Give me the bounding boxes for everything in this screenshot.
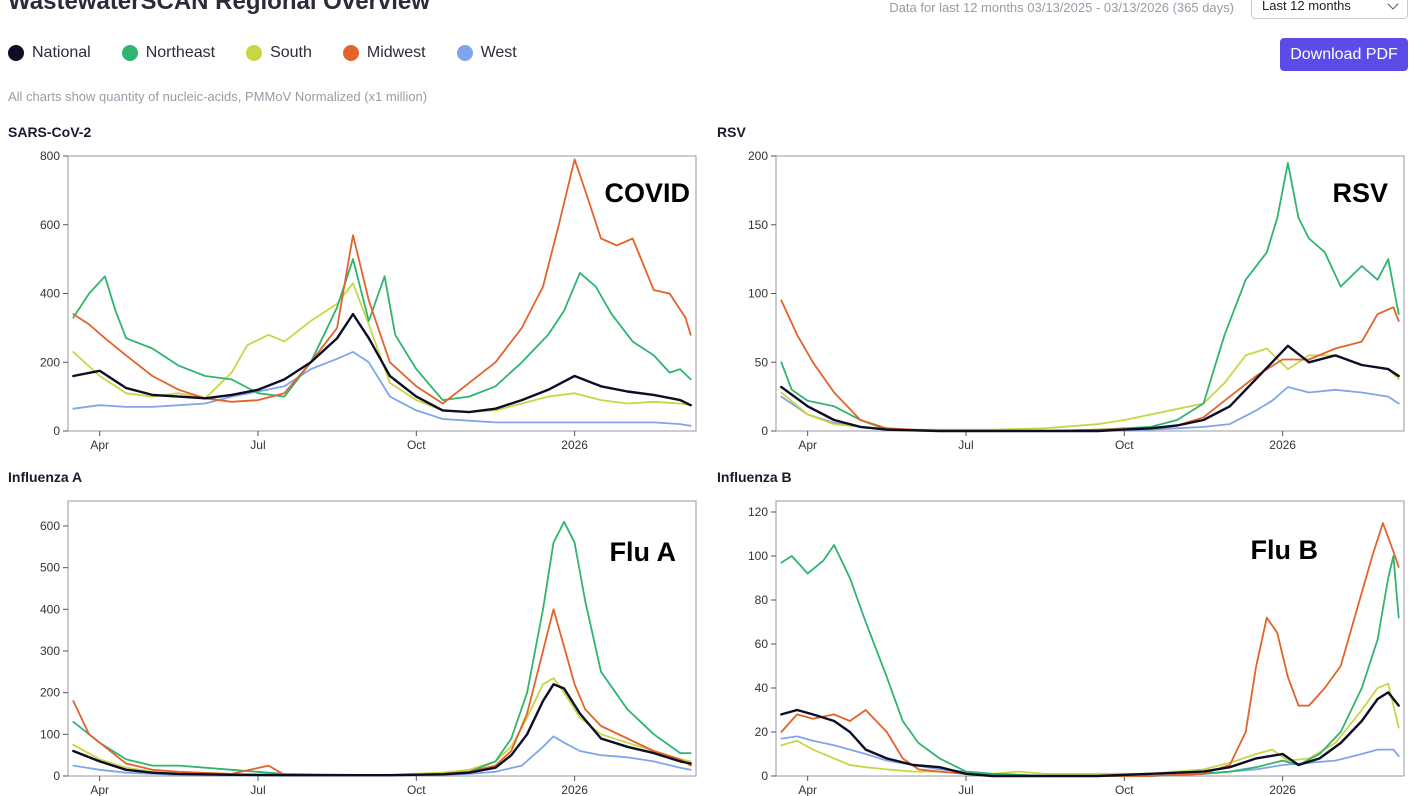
y-tick-label: 120: [748, 505, 768, 519]
x-tick-label: Oct: [407, 783, 426, 796]
y-tick-label: 200: [748, 149, 768, 163]
y-tick-label: 0: [53, 424, 60, 438]
x-tick-label: Oct: [1115, 783, 1134, 796]
chart-title-rsv: RSV: [717, 124, 746, 140]
x-tick-label: Apr: [90, 438, 109, 452]
x-tick-label: 2026: [561, 783, 588, 796]
y-tick-label: 600: [40, 519, 60, 533]
y-tick-label: 200: [40, 686, 60, 700]
plot-frame: [67, 155, 697, 432]
plot-frame: [775, 155, 1405, 432]
chart-title-sars-cov-2: SARS-CoV-2: [8, 124, 92, 140]
legend-item-south[interactable]: South: [246, 44, 312, 62]
series-line-midwest: [780, 522, 1400, 777]
series-line-national: [780, 691, 1400, 778]
x-tick-label: Oct: [1115, 438, 1134, 452]
y-tick-label: 0: [53, 769, 60, 783]
series-line-northeast: [780, 161, 1400, 432]
series-line-national: [72, 312, 692, 414]
legend-dot: [121, 45, 138, 61]
y-tick-label: 0: [761, 424, 768, 438]
series-line-northeast: [72, 520, 692, 777]
y-tick-label: 40: [755, 681, 769, 695]
y-tick-label: 300: [40, 644, 60, 658]
legend-item-northeast[interactable]: Northeast: [121, 44, 216, 62]
x-tick-label: 2026: [1269, 438, 1296, 452]
chart-1: 0 50 100 150 200 Apr Jul Oct 2026 RSV: [748, 149, 1405, 452]
chart-3: 0 20 40 60 80 100 120 Apr Jul Oct 2026 Flu B: [748, 500, 1405, 796]
date-range-text: Data for last 12 months 03/13/2025 - 03/…: [889, 0, 1234, 15]
y-tick-label: 150: [748, 218, 768, 232]
range-select[interactable]: Last 12 months: [1251, 0, 1408, 19]
series-line-northeast: [780, 544, 1400, 777]
chart-0: 0 200 400 600 800 Apr Jul Oct 2026 COVID: [40, 149, 697, 452]
y-tick-label: 100: [40, 727, 60, 741]
y-tick-label: 60: [755, 637, 769, 651]
download-pdf-button[interactable]: Download PDF: [1280, 38, 1408, 71]
chart-annotation: RSV: [1332, 178, 1388, 208]
chart-title-influenza-a: Influenza A: [8, 469, 83, 485]
y-tick-label: 800: [40, 149, 60, 163]
series-line-south: [72, 677, 692, 776]
series-line-northeast: [72, 258, 692, 402]
legend: National Northeast South Midwest West: [8, 44, 548, 62]
series-line-midwest: [72, 608, 692, 777]
chart-2: 0 100 200 300 400 500 600 Apr Jul Oct 2026 Flu A: [40, 500, 697, 796]
page-title: WastewaterSCAN Regional Overview: [8, 0, 430, 15]
y-tick-label: 20: [755, 725, 769, 739]
legend-item-west[interactable]: West: [456, 44, 517, 62]
y-tick-label: 50: [755, 355, 769, 369]
legend-item-midwest[interactable]: Midwest: [342, 44, 426, 62]
x-tick-label: Jul: [958, 438, 973, 452]
series-line-midwest: [780, 299, 1400, 432]
legend-item-national[interactable]: National: [8, 44, 91, 62]
x-tick-label: Jul: [958, 783, 973, 796]
series-line-national: [72, 683, 692, 777]
series-line-south: [72, 282, 692, 414]
series-line-midwest: [72, 158, 692, 405]
y-tick-label: 500: [40, 561, 60, 575]
x-tick-label: Apr: [798, 783, 817, 796]
y-tick-label: 400: [40, 602, 60, 616]
legend-label: Northeast: [145, 44, 216, 61]
legend-dot: [456, 45, 473, 61]
series-line-south: [780, 682, 1400, 775]
legend-dot: [8, 45, 24, 61]
legend-dot: [342, 45, 359, 61]
legend-label: National: [32, 44, 91, 61]
chart-title-influenza-b: Influenza B: [717, 469, 792, 485]
x-tick-label: 2026: [1269, 783, 1296, 796]
legend-dot: [246, 45, 263, 61]
y-tick-label: 0: [761, 769, 768, 783]
y-tick-label: 600: [40, 218, 60, 232]
chart-annotation: COVID: [604, 178, 690, 208]
x-tick-label: Oct: [407, 438, 426, 452]
x-tick-label: Jul: [250, 438, 265, 452]
y-tick-label: 100: [748, 287, 768, 301]
legend-label: Midwest: [366, 44, 426, 61]
x-tick-label: 2026: [561, 438, 588, 452]
y-tick-label: 80: [755, 593, 769, 607]
legend-label: West: [480, 44, 517, 61]
legend-label: South: [270, 44, 312, 61]
x-tick-label: Jul: [250, 783, 265, 796]
series-line-west: [72, 735, 692, 777]
series-line-west: [780, 735, 1400, 777]
x-tick-label: Apr: [798, 438, 817, 452]
chart-annotation: Flu B: [1251, 535, 1319, 565]
y-tick-label: 200: [40, 355, 60, 369]
series-line-national: [780, 344, 1400, 433]
y-tick-label: 100: [748, 549, 768, 563]
x-tick-label: Apr: [90, 783, 109, 796]
y-tick-label: 400: [40, 287, 60, 301]
series-line-west: [72, 350, 692, 427]
units-note: All charts show quantity of nucleic-acid…: [8, 89, 428, 104]
chart-annotation: Flu A: [610, 537, 677, 567]
range-select-value: Last 12 months: [1262, 0, 1351, 13]
